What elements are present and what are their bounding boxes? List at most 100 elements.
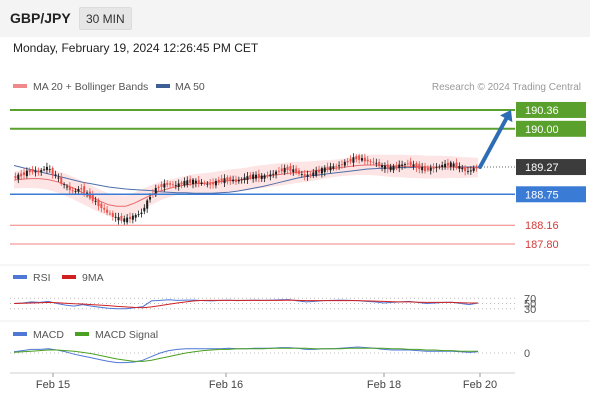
macd-tick-label: 0 bbox=[524, 348, 530, 360]
candle-body bbox=[77, 188, 80, 192]
candle-body bbox=[272, 173, 275, 175]
candle-body bbox=[346, 160, 349, 163]
candle-body bbox=[455, 162, 458, 168]
candle-body bbox=[292, 169, 295, 173]
candle-body bbox=[100, 203, 103, 209]
candle-body bbox=[323, 167, 326, 173]
candle-body bbox=[358, 155, 361, 160]
candle-body bbox=[363, 157, 366, 162]
candle-body bbox=[54, 174, 57, 176]
candle-body bbox=[28, 169, 31, 173]
candle-body bbox=[51, 168, 54, 175]
candle-body bbox=[386, 164, 389, 170]
candle-body bbox=[332, 166, 335, 169]
candle-body bbox=[255, 174, 258, 179]
candle-body bbox=[237, 180, 240, 182]
candle-body bbox=[203, 183, 206, 185]
candle-body bbox=[257, 173, 260, 179]
candle-body bbox=[403, 164, 406, 165]
rsi-tick-label: 30 bbox=[524, 304, 536, 316]
candle-body bbox=[401, 164, 404, 166]
candle-body bbox=[140, 212, 143, 215]
candle-body bbox=[186, 180, 189, 185]
pivot-price-tag bbox=[516, 186, 586, 203]
candle-body bbox=[415, 163, 418, 168]
bollinger-band bbox=[14, 154, 478, 218]
candle-body bbox=[320, 168, 323, 174]
candle-body bbox=[183, 180, 186, 186]
candle-body bbox=[329, 166, 332, 171]
candle-body bbox=[372, 161, 375, 163]
rsi-legend-label: RSI bbox=[33, 272, 51, 284]
timeframe-button[interactable]: 30 MIN bbox=[79, 7, 132, 30]
candle-body bbox=[180, 182, 183, 185]
price-levels: 190.36 190.00 189.27 188.75 188.16 187.80 bbox=[10, 101, 586, 251]
ma20-legend-label: MA 20 + Bollinger Bands bbox=[33, 81, 148, 93]
candle-body bbox=[146, 200, 149, 209]
candle-body bbox=[192, 179, 195, 185]
ma50-legend-label: MA 50 bbox=[175, 81, 205, 93]
candle-body bbox=[389, 166, 392, 171]
rsi-legend-swatch bbox=[13, 275, 27, 279]
candle-body bbox=[246, 176, 249, 181]
support-price-label: 187.80 bbox=[525, 239, 559, 251]
candle-body bbox=[269, 174, 272, 177]
candle-body bbox=[309, 173, 312, 175]
x-tick-label: Feb 15 bbox=[36, 379, 70, 391]
candle-body bbox=[226, 177, 229, 181]
candle-body bbox=[197, 180, 200, 184]
support-price-label: 188.16 bbox=[525, 220, 559, 232]
candle-body bbox=[45, 166, 48, 171]
candle-body bbox=[421, 167, 424, 171]
candle-body bbox=[295, 168, 298, 174]
macd-signal-legend-label: MACD Signal bbox=[95, 329, 158, 341]
candle-body bbox=[114, 216, 117, 218]
pivot-price-label: 188.75 bbox=[525, 189, 559, 201]
candle-body bbox=[452, 163, 455, 167]
candle-body bbox=[312, 172, 315, 176]
forecast-arrow-head bbox=[500, 109, 513, 123]
candle-body bbox=[446, 162, 449, 166]
candle-body bbox=[71, 190, 74, 192]
candle-body bbox=[120, 215, 123, 221]
candle-body bbox=[472, 168, 475, 171]
candle-body bbox=[143, 207, 146, 212]
candle-body bbox=[378, 161, 381, 167]
macd-legend-swatch bbox=[13, 332, 27, 336]
credit-label: Research © 2024 Trading Central bbox=[432, 82, 581, 93]
candle-body bbox=[14, 176, 17, 179]
candle-body bbox=[461, 167, 464, 170]
candle-body bbox=[149, 197, 152, 200]
candle-body bbox=[275, 171, 278, 175]
candle-body bbox=[243, 177, 246, 181]
candle-body bbox=[131, 215, 134, 220]
candle-body bbox=[412, 164, 415, 167]
candle-body bbox=[381, 165, 384, 168]
x-tick-label: Feb 18 bbox=[367, 379, 401, 391]
candle-body bbox=[395, 165, 398, 168]
candle-body bbox=[315, 170, 318, 176]
candle-body bbox=[200, 182, 203, 184]
macd-legend-label: MACD bbox=[33, 329, 64, 341]
candle-body bbox=[340, 164, 343, 166]
candle-body bbox=[240, 179, 243, 181]
candle-body bbox=[464, 167, 467, 172]
resistance-price-label: 190.36 bbox=[525, 105, 559, 117]
x-tick-label: Feb 16 bbox=[209, 379, 243, 391]
candle-body bbox=[160, 184, 163, 187]
candle-body bbox=[74, 191, 77, 192]
candle-body bbox=[189, 179, 192, 184]
resistance-price-label: 190.00 bbox=[525, 124, 559, 136]
candle-body bbox=[252, 174, 255, 180]
candle-body bbox=[108, 213, 111, 215]
candle-body bbox=[398, 164, 401, 168]
candle-body bbox=[369, 161, 372, 162]
candle-body bbox=[277, 170, 280, 172]
candle-body bbox=[134, 214, 137, 218]
forecast-arrow-shaft bbox=[478, 116, 509, 170]
candle-body bbox=[103, 208, 106, 210]
candle-body bbox=[23, 172, 26, 176]
candle-body bbox=[303, 174, 306, 177]
x-tick-label: Feb 20 bbox=[463, 379, 497, 391]
